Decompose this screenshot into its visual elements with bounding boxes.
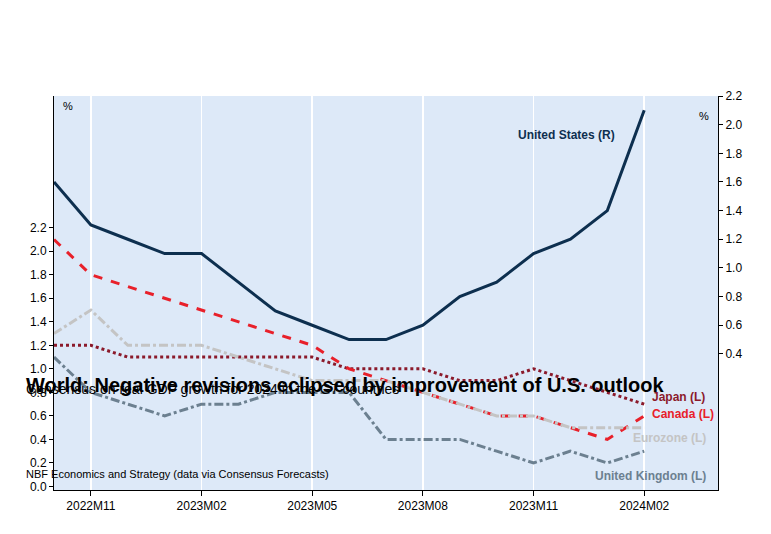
svg-text:0.8: 0.8 (30, 386, 47, 400)
svg-text:2023M05: 2023M05 (287, 499, 337, 513)
svg-text:0.6: 0.6 (30, 409, 47, 423)
svg-text:Japan (L): Japan (L) (652, 390, 705, 404)
svg-text:1.2: 1.2 (30, 339, 47, 353)
svg-text:2.0: 2.0 (725, 118, 742, 132)
svg-text:Consensus on real GDP growth f: Consensus on real GDP growth for 2024 in… (26, 381, 399, 397)
svg-text:Eurozone (L): Eurozone (L) (633, 431, 706, 445)
svg-text:Canada (L): Canada (L) (652, 407, 714, 421)
svg-text:2.2: 2.2 (30, 221, 47, 235)
svg-text:United Kingdom (L): United Kingdom (L) (595, 469, 706, 483)
svg-text:1.2: 1.2 (725, 232, 742, 246)
svg-text:1.4: 1.4 (725, 204, 742, 218)
svg-text:0.4: 0.4 (725, 347, 742, 361)
svg-text:1.6: 1.6 (725, 175, 742, 189)
svg-text:1.6: 1.6 (30, 291, 47, 305)
svg-text:2024M02: 2024M02 (619, 499, 669, 513)
svg-text:1.4: 1.4 (30, 315, 47, 329)
svg-text:2023M02: 2023M02 (177, 499, 227, 513)
svg-text:1.0: 1.0 (30, 362, 47, 376)
svg-text:%: % (699, 110, 709, 122)
svg-text:2.0: 2.0 (30, 244, 47, 258)
svg-text:%: % (63, 100, 73, 112)
svg-text:1.8: 1.8 (725, 147, 742, 161)
svg-text:1.0: 1.0 (725, 261, 742, 275)
svg-text:2.2: 2.2 (725, 89, 742, 103)
svg-text:2023M08: 2023M08 (398, 499, 448, 513)
svg-text:2023M11: 2023M11 (509, 499, 558, 513)
svg-text:NBF Economics and Strategy (da: NBF Economics and Strategy (data via Con… (26, 468, 329, 480)
svg-text:0.4: 0.4 (30, 433, 47, 447)
svg-text:0.2: 0.2 (30, 456, 47, 470)
svg-text:0.8: 0.8 (725, 290, 742, 304)
svg-text:1.8: 1.8 (30, 268, 47, 282)
svg-text:2022M11: 2022M11 (66, 499, 115, 513)
svg-text:0.0: 0.0 (30, 480, 47, 494)
svg-text:United States (R): United States (R) (518, 128, 615, 142)
svg-text:World: Negative revisions ecli: World: Negative revisions eclipsed by im… (26, 374, 664, 396)
svg-text:0.6: 0.6 (725, 318, 742, 332)
